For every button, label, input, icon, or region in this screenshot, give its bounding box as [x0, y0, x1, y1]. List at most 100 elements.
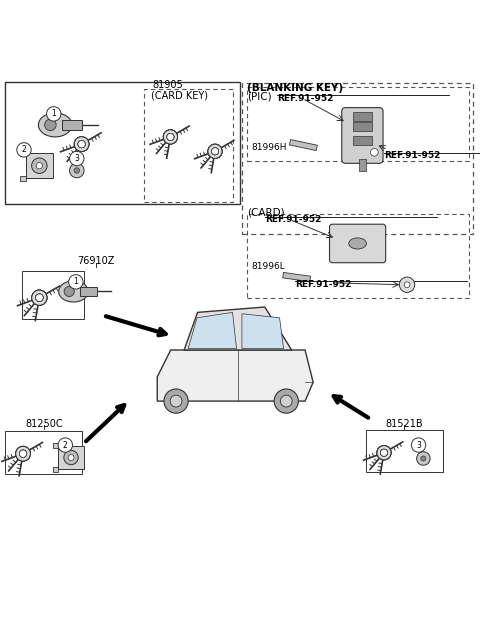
Text: (PIC): (PIC): [247, 92, 272, 102]
Circle shape: [70, 163, 84, 178]
Circle shape: [274, 389, 299, 413]
Text: 81905: 81905: [153, 81, 183, 90]
Circle shape: [208, 144, 222, 159]
Bar: [144, 89, 233, 202]
Circle shape: [381, 449, 387, 456]
Bar: [22, 271, 84, 320]
Bar: [5, 431, 82, 474]
Ellipse shape: [349, 238, 366, 249]
Circle shape: [208, 144, 222, 159]
Circle shape: [45, 119, 56, 131]
Circle shape: [78, 140, 85, 148]
Text: 81996H: 81996H: [251, 143, 287, 152]
Circle shape: [212, 148, 218, 155]
Circle shape: [167, 133, 174, 140]
Text: 3: 3: [74, 154, 79, 163]
Circle shape: [32, 290, 47, 305]
Circle shape: [36, 294, 43, 301]
Bar: [353, 113, 372, 121]
Text: 81996L: 81996L: [251, 262, 285, 270]
Polygon shape: [242, 314, 284, 348]
Ellipse shape: [38, 113, 72, 137]
Circle shape: [74, 136, 89, 152]
Text: REF.91-952: REF.91-952: [265, 215, 322, 224]
Circle shape: [16, 447, 30, 461]
Circle shape: [377, 446, 391, 460]
Circle shape: [78, 140, 85, 148]
Bar: [5, 82, 240, 204]
Circle shape: [68, 455, 74, 460]
Bar: [353, 122, 372, 131]
Text: REF.91-952: REF.91-952: [277, 94, 334, 103]
Circle shape: [19, 450, 27, 457]
Circle shape: [167, 133, 174, 140]
Circle shape: [163, 130, 178, 144]
Bar: [53, 467, 59, 472]
Circle shape: [78, 140, 85, 148]
Circle shape: [64, 450, 78, 465]
Bar: [59, 446, 84, 469]
Text: (CARD): (CARD): [247, 208, 285, 218]
Circle shape: [163, 130, 178, 144]
Bar: [247, 214, 469, 298]
Bar: [62, 120, 82, 130]
Polygon shape: [283, 272, 311, 282]
Polygon shape: [184, 307, 292, 350]
Text: 1: 1: [51, 109, 56, 118]
Bar: [247, 87, 469, 161]
Circle shape: [381, 449, 387, 456]
Circle shape: [377, 446, 391, 460]
Circle shape: [208, 144, 222, 159]
Circle shape: [36, 294, 43, 301]
Bar: [80, 287, 96, 296]
Circle shape: [170, 395, 182, 407]
Circle shape: [377, 446, 391, 460]
Circle shape: [212, 148, 218, 155]
Text: 1: 1: [73, 277, 78, 286]
Text: 2: 2: [22, 145, 26, 154]
Circle shape: [70, 152, 84, 165]
Circle shape: [16, 447, 30, 461]
Circle shape: [163, 130, 178, 144]
FancyBboxPatch shape: [329, 224, 386, 263]
Ellipse shape: [59, 281, 88, 302]
Circle shape: [74, 168, 80, 173]
Text: 2: 2: [63, 440, 68, 450]
Circle shape: [371, 148, 378, 156]
Circle shape: [74, 136, 89, 152]
Circle shape: [212, 148, 218, 155]
Circle shape: [163, 130, 178, 144]
Circle shape: [64, 286, 74, 296]
Circle shape: [280, 395, 292, 407]
Text: REF.91-952: REF.91-952: [384, 152, 440, 160]
Bar: [53, 443, 59, 448]
Circle shape: [167, 133, 174, 140]
Polygon shape: [157, 350, 313, 401]
Circle shape: [36, 162, 43, 169]
Circle shape: [381, 449, 387, 456]
Circle shape: [32, 158, 47, 174]
Circle shape: [16, 447, 30, 461]
Text: 76910Z: 76910Z: [77, 257, 115, 267]
Polygon shape: [188, 313, 237, 348]
Bar: [20, 175, 26, 181]
Circle shape: [381, 449, 387, 456]
Circle shape: [58, 438, 72, 452]
Text: (BLANKING KEY): (BLANKING KEY): [247, 82, 343, 92]
Circle shape: [164, 389, 188, 413]
Circle shape: [36, 294, 43, 301]
Bar: [242, 82, 473, 234]
Bar: [26, 153, 53, 178]
Circle shape: [69, 275, 83, 289]
Text: REF.91-952: REF.91-952: [295, 280, 351, 289]
Circle shape: [19, 450, 27, 457]
Circle shape: [19, 450, 27, 457]
Circle shape: [208, 144, 222, 159]
Bar: [359, 160, 366, 172]
Text: (CARD KEY): (CARD KEY): [151, 91, 208, 101]
Circle shape: [377, 446, 391, 460]
Circle shape: [404, 282, 410, 287]
Circle shape: [32, 290, 47, 305]
Circle shape: [417, 452, 430, 465]
Circle shape: [421, 456, 426, 461]
